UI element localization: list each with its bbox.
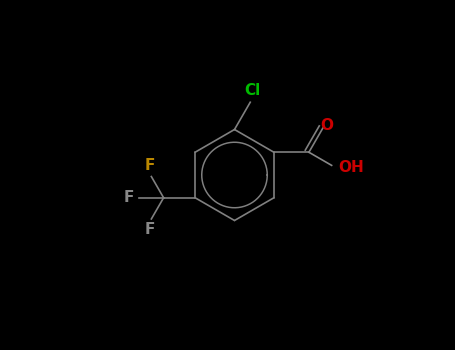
Text: F: F [123,190,134,205]
Text: F: F [144,223,155,237]
Text: F: F [144,158,155,173]
Text: O: O [321,118,334,133]
Text: OH: OH [338,160,364,175]
Text: Cl: Cl [244,83,260,98]
